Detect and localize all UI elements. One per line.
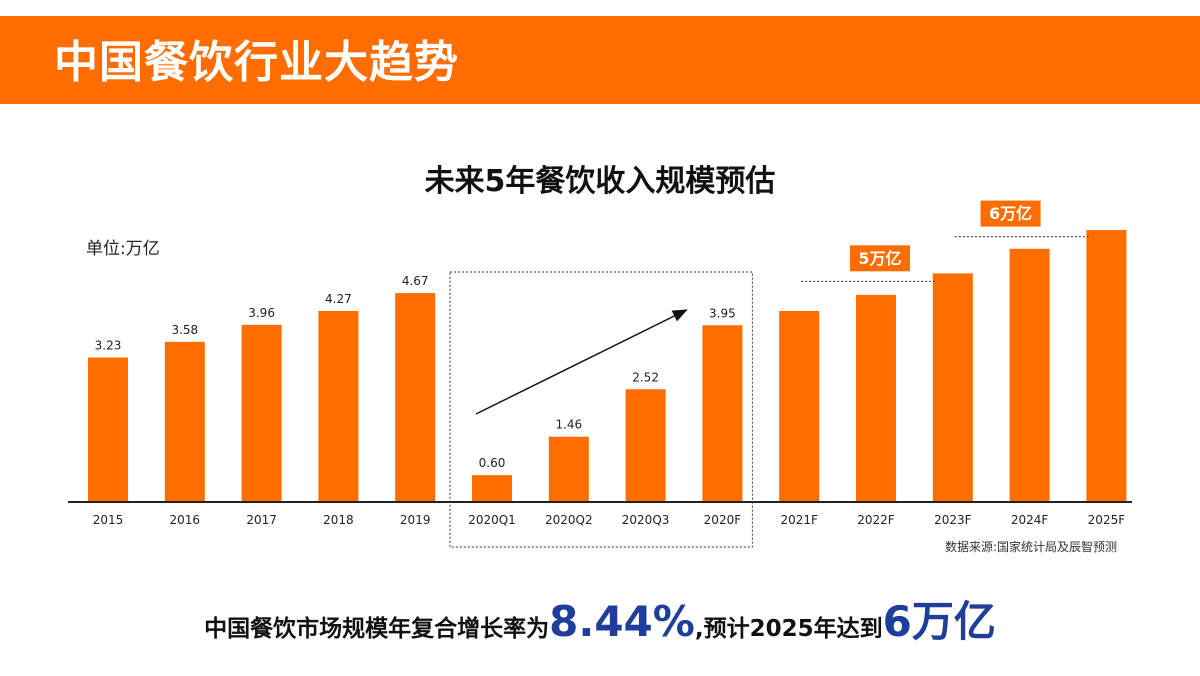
summary-rate: 8.44%	[549, 597, 695, 646]
data-label-2017: 3.96	[248, 306, 275, 320]
summary-prefix: 中国餐饮市场规模年复合增长率为	[204, 616, 549, 642]
summary-line: 中国餐饮市场规模年复合增长率为8.44%,预计2025年达到6万亿	[0, 588, 1200, 649]
bar-2015	[88, 358, 128, 503]
annotation-label-2: 6万亿	[989, 204, 1032, 223]
tick-label-2021F: 2021F	[780, 513, 818, 527]
tick-label-2025F: 2025F	[1088, 513, 1126, 527]
data-label-2019: 4.67	[402, 274, 429, 288]
tick-label-2016: 2016	[170, 513, 201, 527]
bar-2019	[395, 293, 435, 502]
tick-label-2015: 2015	[93, 513, 124, 527]
tick-label-2024F: 2024F	[1011, 513, 1049, 527]
data-label-2015: 3.23	[95, 339, 122, 353]
tick-label-2020Q1: 2020Q1	[468, 513, 516, 527]
tick-label-2020Q2: 2020Q2	[545, 513, 593, 527]
data-source: 数据来源:国家统计局及辰智预测	[945, 538, 1117, 555]
data-label-2020F: 3.95	[709, 306, 736, 320]
bar-2017	[242, 325, 282, 502]
bar-2021F	[779, 311, 819, 502]
tick-label-2022F: 2022F	[857, 513, 895, 527]
bar-2016	[165, 342, 205, 502]
bar-2025F	[1086, 230, 1126, 502]
tick-label-2020Q3: 2020Q3	[622, 513, 670, 527]
tick-label-2020F: 2020F	[704, 513, 742, 527]
bar-2023F	[933, 273, 973, 502]
data-label-2020Q2: 1.46	[555, 418, 582, 432]
annotation-label-1: 5万亿	[858, 249, 901, 268]
data-label-2020Q3: 2.52	[632, 370, 659, 384]
tick-label-2017: 2017	[246, 513, 277, 527]
bar-2020Q1	[472, 475, 512, 502]
data-label-2016: 3.58	[171, 323, 198, 337]
summary-target: 6万亿	[883, 597, 996, 646]
bar-2020Q2	[549, 437, 589, 502]
bar-2020Q3	[626, 389, 666, 502]
data-label-2020Q1: 0.60	[479, 456, 506, 470]
tick-label-2018: 2018	[323, 513, 354, 527]
bar-2022F	[856, 295, 896, 502]
bar-2020F	[702, 325, 742, 502]
tick-label-2019: 2019	[400, 513, 431, 527]
data-label-2018: 4.27	[325, 292, 352, 306]
tick-label-2023F: 2023F	[934, 513, 972, 527]
bar-2024F	[1010, 249, 1050, 502]
bar-2018	[318, 311, 358, 502]
summary-middle: ,预计2025年达到	[695, 616, 883, 642]
